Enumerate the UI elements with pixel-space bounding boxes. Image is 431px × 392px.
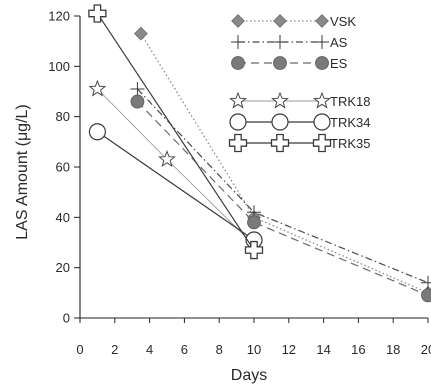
legend-es-label: ES [330,56,348,71]
legend-vsk-marker [274,15,287,28]
legend-as-marker [231,35,245,49]
x-axis-title: Days [231,367,267,384]
x-tick-label: 14 [316,342,330,357]
y-tick-label: 20 [56,260,70,275]
series-trk18-point [90,81,105,95]
y-tick-label: 0 [63,311,70,326]
legend-trk18-marker [230,93,245,107]
legend-trk35-marker [314,135,331,152]
legend-trk35-marker [230,135,247,152]
series-trk35-line [97,13,254,250]
legend-vsk-marker [232,15,245,28]
legend-trk34-label: TRK34 [330,115,370,130]
y-tick-label: 80 [56,109,70,124]
x-tick-label: 6 [181,342,188,357]
legend-trk18-marker [314,93,329,107]
x-tick-label: 4 [146,342,153,357]
series-trk35-point [89,5,106,22]
y-tick-label: 100 [48,59,70,74]
x-tick-label: 2 [111,342,118,357]
legend-trk34-marker [272,114,288,130]
legend-trk35-label: TRK35 [330,136,370,151]
legend-trk35-marker [272,135,289,152]
x-tick-label: 16 [351,342,365,357]
y-tick-label: 60 [56,160,70,175]
legend-es-marker [274,57,287,70]
legend-vsk-label: VSK [330,14,356,29]
series-trk18-line [97,89,254,245]
legend-es-marker [316,57,329,70]
x-tick-label: 20 [421,342,431,357]
x-tick-label: 8 [216,342,223,357]
legend-as-label: AS [330,35,348,50]
y-axis-title: LAS Amount (μg/L) [14,104,31,240]
legend-es-marker [232,57,245,70]
series-es-point [131,95,144,108]
series-vsk-line [141,34,428,293]
legend-trk34-marker [314,114,330,130]
x-tick-label: 0 [76,342,83,357]
y-tick-label: 40 [56,210,70,225]
legend-as-marker [315,35,329,49]
x-tick-label: 12 [282,342,296,357]
x-tick-label: 18 [386,342,400,357]
legend-trk18-label: TRK18 [330,94,370,109]
legend-as-marker [273,35,287,49]
legend-trk18-marker [272,93,287,107]
series-es-line [137,102,428,296]
y-tick-label: 120 [48,9,70,24]
legend-vsk-marker [316,15,329,28]
series-trk34-point [89,124,105,140]
series-es-point [422,289,431,302]
x-tick-label: 10 [247,342,261,357]
series-es-point [248,216,261,229]
series-trk34-line [97,132,254,240]
series-vsk-point [135,27,148,40]
legend-trk34-marker [230,114,246,130]
